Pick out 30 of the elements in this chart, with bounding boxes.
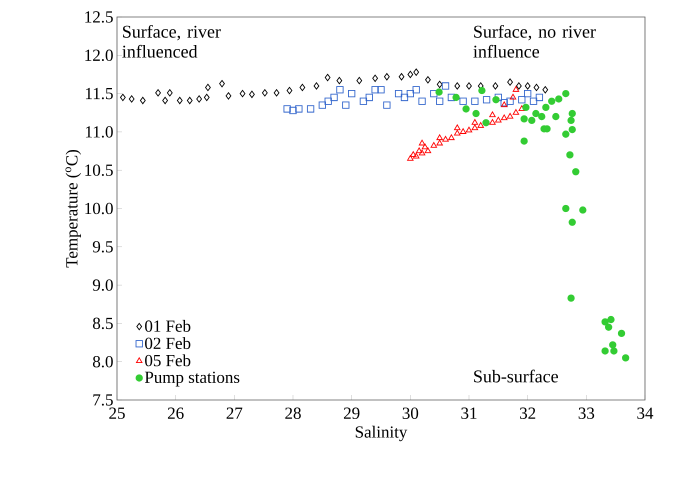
legend-label: 02 Feb	[145, 337, 190, 350]
y-tick-label: 12.0	[85, 50, 113, 62]
x-tick-label: 27	[226, 408, 242, 419]
x-tick-label: 30	[402, 408, 418, 419]
annotation: Surface, river influenced	[122, 24, 221, 58]
y-tick-label: 12.5	[85, 11, 113, 23]
legend-label: 05 Feb	[145, 354, 190, 366]
legend-label: 01 Feb	[145, 320, 190, 332]
y-tick-label: 8.5	[92, 318, 113, 330]
y-tick-label: 11.5	[86, 88, 113, 100]
x-tick-label: 34	[637, 408, 654, 419]
y-tick-label: 8.0	[92, 356, 113, 368]
y-tick-label: 7.5	[93, 394, 113, 406]
y-tick-label: 10.5	[85, 164, 113, 176]
y-tick-label: 9.5	[92, 241, 113, 253]
y-tick-label: 9.0	[92, 279, 113, 291]
x-tick-label: 26	[168, 408, 184, 419]
x-tick-label: 28	[285, 408, 301, 419]
y-tick-label: 10.0	[85, 202, 113, 214]
legend-label: Pump stations	[144, 372, 240, 386]
x-tick-label: 25	[109, 408, 125, 419]
x-tick-label: 29	[344, 408, 360, 419]
annotation: Surface, no river influence	[473, 24, 596, 58]
y-tick-label: 11.0	[86, 126, 113, 138]
x-axis-title: Salinity	[356, 426, 408, 442]
x-tick-label: 32	[520, 408, 536, 419]
annotation: Sub-surface	[474, 370, 558, 382]
x-tick-label: 33	[578, 408, 594, 419]
x-tick-label: 31	[461, 408, 476, 419]
y-axis-title: Temperature ($^{o}$C)	[66, 150, 82, 268]
